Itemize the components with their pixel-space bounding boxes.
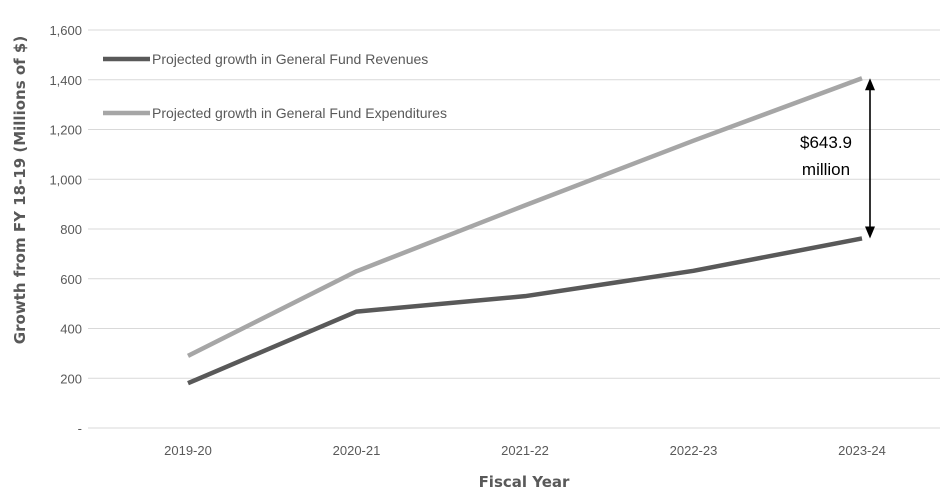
gridlines [88,29,940,429]
annotation-label: $643.9 [800,133,852,152]
x-axis-title: Fiscal Year [479,473,570,491]
y-tick-label: 1,000 [49,172,82,187]
annotation-arrow-head-down [865,226,875,239]
x-tick-label: 2023-24 [838,443,886,458]
x-tick-label: 2019-20 [164,443,212,458]
legend-label: Projected growth in General Fund Expendi… [152,105,447,121]
x-tick-label: 2022-23 [670,443,718,458]
x-tick-label: 2021-22 [501,443,549,458]
x-axis-ticks: 2019-20 2020-21 2021-22 2022-23 2023-24 [164,443,886,458]
legend: Projected growth in General Fund Revenue… [103,51,447,121]
y-tick-label: 400 [60,322,82,337]
y-tick-label: - [78,421,82,436]
legend-label: Projected growth in General Fund Revenue… [152,51,428,67]
series-line-2 [186,76,863,358]
annotation-arrow-head-up [865,78,875,91]
y-axis-ticks: - 200 400 600 800 1,000 1,200 1,400 1,600 [49,23,82,436]
annotation-label: million [802,160,850,179]
y-tick-label: 1,400 [49,73,82,88]
y-tick-label: 200 [60,371,82,386]
series-lines [186,76,863,386]
y-tick-label: 1,600 [49,23,82,38]
y-tick-label: 800 [60,222,82,237]
y-axis-title: Growth from FY 18-19 (Millions of $) [11,36,29,344]
y-tick-label: 600 [60,272,82,287]
x-tick-label: 2020-21 [333,443,381,458]
series-line-1 [187,236,863,386]
gap-annotation: $643.9 million [800,78,875,239]
y-tick-label: 1,200 [49,123,82,138]
